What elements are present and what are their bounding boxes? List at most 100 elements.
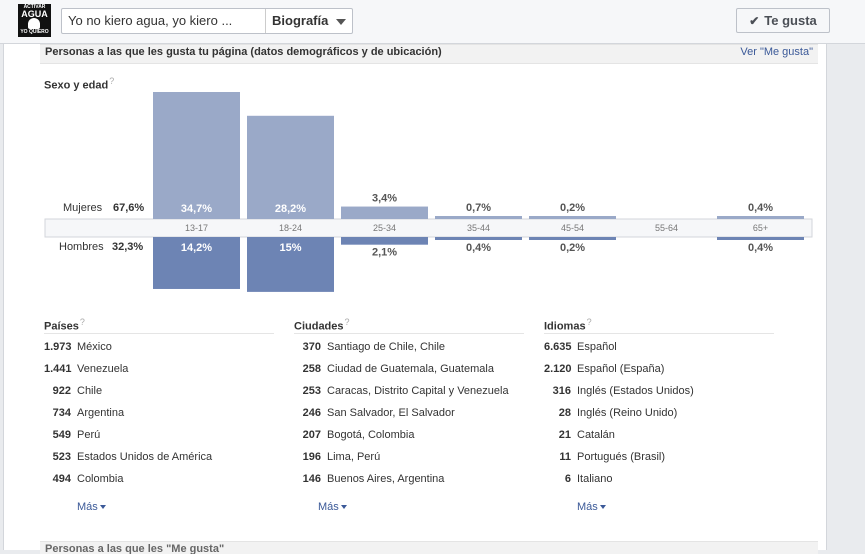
list-item-count: 207 xyxy=(302,429,321,441)
list-item: 11 Portugués (Brasil) xyxy=(544,451,665,469)
cities-more-link[interactable]: Más xyxy=(318,501,347,513)
list-item-name: Estados Unidos de América xyxy=(77,451,213,463)
languages-title: Idiomas? xyxy=(544,317,774,334)
men-bar xyxy=(153,237,240,289)
list-item-count: 258 xyxy=(302,363,321,375)
list-item-name: Catalán xyxy=(577,429,615,441)
list-item: 146 Buenos Aires, Argentina xyxy=(294,473,445,491)
page-selector[interactable]: Yo no kiero agua, yo kiero ... Biografía xyxy=(61,8,354,34)
list-item: 1.441 Venezuela xyxy=(44,363,128,381)
chevron-down-icon xyxy=(99,505,106,510)
section-title: Personas a las que les gusta tu página (… xyxy=(45,46,442,58)
men-bar xyxy=(247,237,334,292)
list-item: 28 Inglés (Reino Unido) xyxy=(544,407,678,425)
men-bar xyxy=(435,237,522,240)
list-item-name: Caracas, Distrito Capital y Venezuela xyxy=(327,385,509,397)
cities-title: Ciudades? xyxy=(294,317,524,334)
women-bar xyxy=(435,216,522,219)
see-likes-link[interactable]: Ver "Me gusta" xyxy=(740,46,813,58)
age-tick-label: 65+ xyxy=(753,223,768,233)
age-axis-band xyxy=(44,218,813,238)
list-item: 258 Ciudad de Guatemala, Guatemala xyxy=(294,363,494,381)
help-icon[interactable]: ? xyxy=(586,317,592,327)
list-item-name: Ciudad de Guatemala, Guatemala xyxy=(327,363,494,375)
women-pct: 67,6% xyxy=(113,202,145,214)
list-item: 494 Colombia xyxy=(44,473,124,491)
list-item-name: Argentina xyxy=(77,407,125,419)
list-item-count: 6.635 xyxy=(544,341,572,353)
list-item-name: San Salvador, El Salvador xyxy=(327,407,455,419)
timeline-tab-dropdown[interactable]: Biografía xyxy=(266,9,352,33)
gender-age-chart: 34,7% 14,2% 13-17 28,2% 15% 18-24 3,4% 2,1% 25-3… xyxy=(44,92,813,292)
list-item-count: 316 xyxy=(552,385,571,397)
list-item-name: México xyxy=(77,341,112,353)
list-item-count: 6 xyxy=(564,473,571,485)
men-bar-label: 0,4% xyxy=(466,242,491,254)
list-item-name: Buenos Aires, Argentina xyxy=(327,473,445,485)
list-item: 6.635 Español xyxy=(544,341,617,359)
men-bar-label: 14,2% xyxy=(181,242,212,254)
men-bar xyxy=(529,237,616,240)
list-item-count: 28 xyxy=(558,407,571,419)
list-item-name: Español (España) xyxy=(577,363,665,375)
men-bar xyxy=(717,237,804,240)
list-item-count: 922 xyxy=(52,385,71,397)
list-item: 549 Perú xyxy=(44,429,101,447)
page-logo[interactable]: ACTIVAR AGUA YO QUIERO xyxy=(18,4,51,37)
checkmark-icon: ✔ xyxy=(749,13,760,28)
top-bar: ACTIVAR AGUA YO QUIERO Yo no kiero agua,… xyxy=(0,0,865,44)
women-bar xyxy=(153,92,240,219)
languages-more-link[interactable]: Más xyxy=(577,501,606,513)
men-bar-label: 15% xyxy=(279,242,301,254)
list-item-name: Lima, Perú xyxy=(327,451,381,463)
list-item-count: 734 xyxy=(52,407,71,419)
men-label: Hombres xyxy=(59,241,104,253)
countries-title: Países? xyxy=(44,317,274,334)
list-item-count: 11 xyxy=(559,451,571,463)
next-section-header: Personas a las que les "Me gusta" xyxy=(40,541,818,554)
women-label: Mujeres xyxy=(63,202,103,214)
age-tick-label: 35-44 xyxy=(467,223,490,233)
age-tick-label: 13-17 xyxy=(185,223,208,233)
list-item-name: Venezuela xyxy=(77,363,129,375)
list-item-count: 196 xyxy=(302,451,321,463)
women-bar-label: 3,4% xyxy=(372,193,397,205)
women-bar-label: 0,7% xyxy=(466,202,491,214)
like-button[interactable]: ✔ Te gusta xyxy=(736,8,830,33)
list-item-count: 253 xyxy=(302,385,321,397)
women-bar-label: 0,2% xyxy=(560,202,585,214)
list-item: 246 San Salvador, El Salvador xyxy=(294,407,455,425)
age-tick-label: 18-24 xyxy=(279,223,302,233)
list-item: 316 Inglés (Estados Unidos) xyxy=(544,385,694,403)
age-tick-label: 45-54 xyxy=(561,223,584,233)
list-item: 1.973 México xyxy=(44,341,112,359)
list-item-name: Chile xyxy=(77,385,103,397)
list-item-name: Inglés (Estados Unidos) xyxy=(577,385,694,397)
page-name[interactable]: Yo no kiero agua, yo kiero ... xyxy=(62,9,266,33)
list-item-count: 21 xyxy=(558,429,571,441)
women-bar-label: 34,7% xyxy=(181,203,212,215)
list-item: 207 Bogotá, Colombia xyxy=(294,429,415,447)
help-icon[interactable]: ? xyxy=(344,317,350,327)
help-icon[interactable]: ? xyxy=(79,317,85,327)
age-tick-label: 55-64 xyxy=(655,223,678,233)
list-item-count: 2.120 xyxy=(544,363,572,375)
list-item-count: 1.441 xyxy=(44,363,72,375)
list-item-name: Santiago de Chile, Chile xyxy=(327,341,446,353)
list-item: 253 Caracas, Distrito Capital y Venezuela xyxy=(294,385,509,403)
chevron-down-icon xyxy=(340,505,347,510)
list-item-name: Español xyxy=(577,341,617,353)
list-item: 523 Estados Unidos de América xyxy=(44,451,213,469)
list-item-name: Inglés (Reino Unido) xyxy=(577,407,678,419)
women-bar xyxy=(341,206,428,219)
women-bar-label: 0,4% xyxy=(748,202,773,214)
list-item: 21 Catalán xyxy=(544,429,615,447)
countries-more-link[interactable]: Más xyxy=(77,501,106,513)
list-item-count: 146 xyxy=(302,473,321,485)
list-item-count: 1.973 xyxy=(44,341,72,353)
help-icon[interactable]: ? xyxy=(109,76,115,86)
list-item-name: Portugués (Brasil) xyxy=(577,451,666,463)
list-item-name: Italiano xyxy=(577,473,613,485)
list-item-count: 370 xyxy=(302,341,321,353)
list-item: 734 Argentina xyxy=(44,407,124,425)
